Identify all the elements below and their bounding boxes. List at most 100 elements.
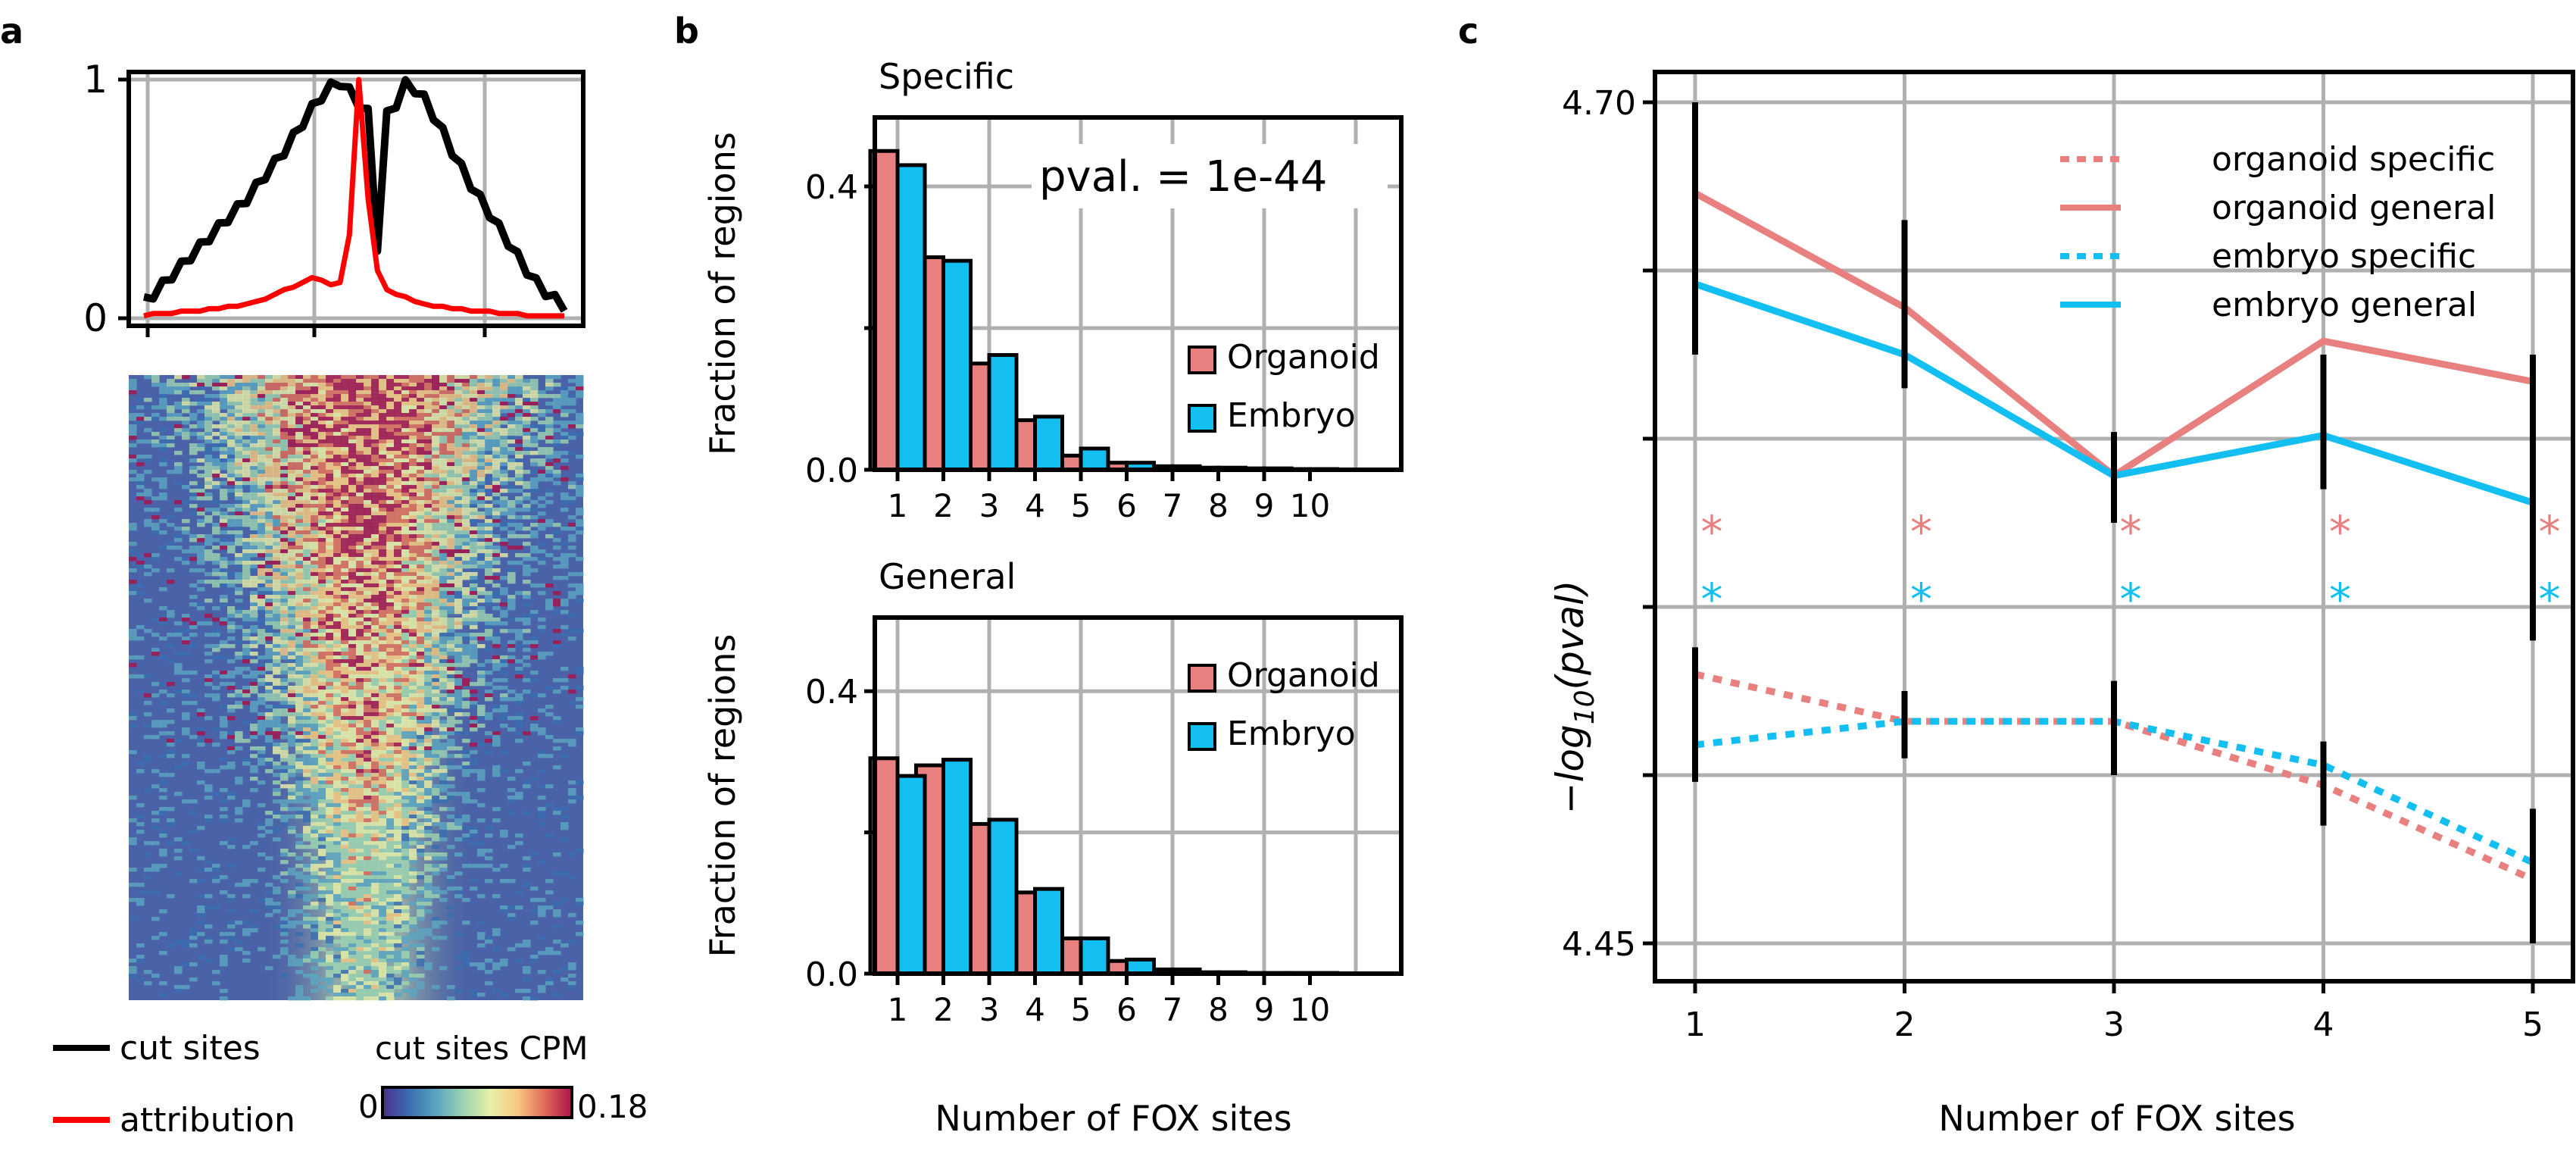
heatmap-cell [386, 788, 395, 793]
heatmap-cell [280, 428, 289, 433]
heatmap-cell [258, 583, 266, 588]
heatmap-cell [439, 724, 448, 728]
heatmap-cell [477, 674, 486, 679]
heatmap-cell [470, 390, 478, 395]
heatmap-cell [364, 758, 372, 762]
heatmap-cell [311, 383, 319, 387]
heatmap-cell [167, 693, 175, 698]
heatmap-cell [507, 568, 516, 573]
heatmap-cell [318, 439, 326, 444]
heatmap-cell [515, 618, 523, 622]
heatmap-cell [197, 424, 205, 429]
heatmap-cell [348, 705, 357, 709]
heatmap-cell [454, 436, 463, 440]
heatmap-cell [545, 436, 554, 440]
heatmap-cell [295, 398, 304, 402]
heatmap-cell [258, 386, 266, 391]
heatmap-cell [401, 508, 410, 512]
heatmap-cell [538, 561, 546, 565]
heatmap-cell [311, 724, 319, 728]
heatmap-cell [386, 811, 395, 815]
heatmap-cell [303, 405, 311, 410]
heatmap-cell [288, 716, 296, 721]
heatmap-cell [303, 799, 311, 804]
heatmap-cell [273, 405, 281, 410]
heatmap-cell [507, 546, 516, 550]
heatmap-cell [530, 500, 539, 505]
heatmap-cell [492, 523, 501, 527]
heatmap-cell [333, 815, 342, 819]
heatmap-cell [265, 417, 273, 421]
heatmap-cell [318, 716, 326, 721]
heatmap-cell [242, 674, 251, 679]
heatmap-cell [417, 580, 425, 584]
heatmap-cell [273, 667, 281, 671]
heatmap-cell [545, 553, 554, 558]
heatmap-cell [273, 428, 281, 433]
heatmap-cell [318, 542, 326, 546]
heatmap-cell [144, 712, 152, 717]
heatmap-cell [409, 640, 417, 645]
heatmap-cell [568, 394, 576, 399]
heatmap-cell [454, 610, 463, 615]
heatmap-cell [401, 485, 410, 489]
heatmap-cell [348, 765, 357, 770]
heatmap-cell [417, 519, 425, 524]
heatmap-cell [492, 606, 501, 611]
heatmap-cell [454, 731, 463, 736]
heatmap-cell [144, 417, 152, 421]
heatmap-cell [151, 405, 160, 410]
heatmap-cell [235, 405, 243, 410]
heatmap-cell [432, 402, 440, 406]
heatmap-cell [417, 439, 425, 444]
heatmap-cell [220, 394, 228, 399]
heatmap-cell [288, 648, 296, 652]
heatmap-cell [432, 481, 440, 486]
heatmap-cell [568, 534, 576, 539]
heatmap-cell [492, 493, 501, 497]
heatmap-cell [401, 636, 410, 641]
heatmap-cell [303, 686, 311, 690]
heatmap-cell [311, 538, 319, 543]
heatmap-cell [333, 485, 342, 489]
heatmap-cell [197, 485, 205, 489]
heatmap-cell [477, 500, 486, 505]
heatmap-cell [439, 379, 448, 383]
heatmap-cell [356, 481, 364, 486]
heatmap-cell [439, 731, 448, 736]
heatmap-cell [318, 655, 326, 660]
heatmap-cell [242, 421, 251, 425]
heatmap-cell [227, 383, 236, 387]
heatmap-cell [205, 379, 213, 383]
heatmap-cell [265, 690, 273, 694]
heatmap-cell [401, 610, 410, 615]
heatmap-cell [242, 546, 251, 550]
heatmap-cell [454, 402, 463, 406]
heatmap-cell [500, 496, 508, 501]
heatmap-cell [364, 746, 372, 751]
heatmap-cell [439, 671, 448, 675]
heatmap-cell [379, 822, 387, 827]
heatmap-cell [250, 754, 258, 758]
heatmap-cell [295, 572, 304, 577]
heatmap-cell [424, 674, 432, 679]
heatmap-cell [417, 693, 425, 698]
heatmap-cell [167, 754, 175, 758]
heatmap-cell [470, 625, 478, 630]
heatmap-cell [311, 758, 319, 762]
heatmap-cell [182, 390, 190, 395]
heatmap-cell [318, 618, 326, 622]
heatmap-cell [477, 421, 486, 425]
heatmap-cell [250, 405, 258, 410]
heatmap-cell [439, 712, 448, 717]
heatmap-cell [447, 477, 455, 482]
heatmap-cell [379, 655, 387, 660]
heatmap-cell [371, 739, 379, 743]
heatmap-cell [500, 708, 508, 713]
heatmap-cell [250, 705, 258, 709]
heatmap-cell [311, 610, 319, 615]
heatmap-cell [545, 754, 554, 758]
heatmap-cell [477, 606, 486, 611]
heatmap-cell [280, 765, 289, 770]
heatmap-cell [258, 621, 266, 626]
